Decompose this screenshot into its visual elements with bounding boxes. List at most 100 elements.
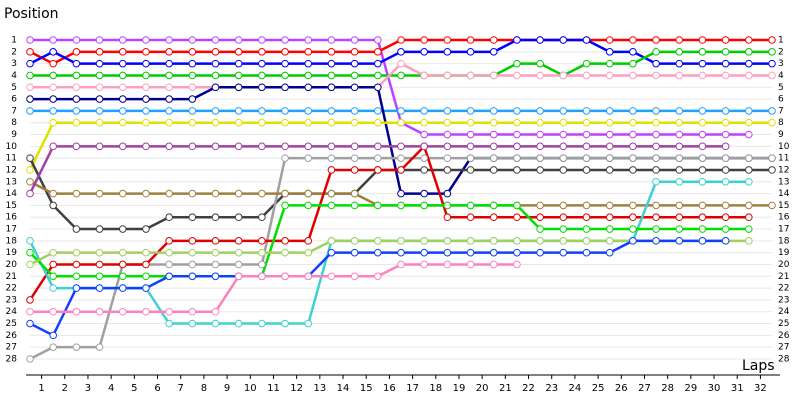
y-tick-label: 2 bbox=[11, 47, 17, 57]
lap-marker bbox=[745, 59, 753, 68]
lap-marker bbox=[466, 36, 475, 44]
y-tick-label-right: 24 bbox=[778, 307, 790, 317]
lap-marker bbox=[211, 307, 220, 316]
lap-marker bbox=[721, 142, 730, 151]
lap-marker bbox=[374, 107, 382, 115]
lap-marker bbox=[188, 213, 197, 222]
lap-marker bbox=[142, 189, 150, 198]
lap-marker bbox=[397, 71, 405, 80]
lap-marker bbox=[489, 248, 498, 257]
lap-marker bbox=[745, 154, 753, 162]
y-tick-label-right: 11 bbox=[778, 154, 789, 164]
lap-marker bbox=[374, 248, 382, 257]
lap-marker bbox=[165, 59, 173, 68]
lap-marker bbox=[698, 201, 707, 210]
lap-marker bbox=[165, 248, 173, 257]
lap-marker bbox=[397, 189, 405, 198]
lap-marker bbox=[26, 355, 34, 363]
lap-marker bbox=[327, 248, 336, 257]
y-tick-label: 28 bbox=[6, 355, 18, 365]
y-tick-label: 27 bbox=[6, 343, 17, 353]
lap-marker bbox=[211, 48, 220, 56]
lap-marker bbox=[304, 248, 313, 257]
lap-marker bbox=[350, 83, 359, 92]
lap-marker bbox=[49, 307, 57, 316]
lap-marker bbox=[745, 130, 753, 139]
lap-marker bbox=[675, 177, 684, 186]
lap-marker bbox=[49, 142, 57, 151]
lap-marker bbox=[165, 36, 173, 44]
x-tick-label: 8 bbox=[201, 383, 207, 394]
lap-marker bbox=[165, 319, 173, 328]
lap-marker bbox=[258, 142, 266, 151]
lap-marker bbox=[443, 48, 452, 56]
x-tick-label: 19 bbox=[453, 383, 466, 394]
lap-marker bbox=[49, 71, 57, 80]
lap-marker bbox=[536, 225, 544, 233]
lap-marker bbox=[142, 307, 150, 316]
lap-marker bbox=[721, 107, 730, 115]
lap-marker bbox=[165, 95, 173, 103]
lap-marker bbox=[350, 154, 359, 162]
lap-marker bbox=[582, 237, 591, 245]
lap-marker bbox=[350, 142, 359, 151]
lap-marker bbox=[489, 107, 498, 115]
lap-marker bbox=[466, 130, 475, 139]
lap-marker bbox=[26, 189, 34, 198]
lap-marker bbox=[675, 71, 684, 80]
lap-marker bbox=[118, 59, 127, 68]
lap-marker bbox=[165, 83, 173, 92]
lap-marker bbox=[582, 118, 591, 127]
y-tick-label-right: 16 bbox=[778, 213, 790, 223]
lap-marker bbox=[629, 142, 637, 151]
lap-marker bbox=[675, 237, 684, 245]
lap-marker bbox=[26, 260, 34, 269]
x-tick-label: 32 bbox=[754, 383, 767, 394]
x-tick-label: 22 bbox=[522, 383, 535, 394]
lap-marker bbox=[466, 48, 475, 56]
lap-marker bbox=[188, 237, 197, 245]
lap-marker bbox=[211, 272, 220, 281]
lap-marker bbox=[582, 142, 591, 151]
y-tick-label: 6 bbox=[11, 95, 17, 105]
lap-marker bbox=[420, 260, 428, 269]
x-tick-label: 14 bbox=[337, 383, 350, 394]
lap-marker bbox=[95, 83, 104, 92]
y-tick-label-right: 17 bbox=[778, 225, 789, 235]
lap-marker bbox=[466, 166, 475, 174]
x-tick-label: 29 bbox=[684, 383, 697, 394]
lap-marker bbox=[768, 166, 776, 174]
lap-marker bbox=[559, 154, 568, 162]
lap-marker bbox=[675, 166, 684, 174]
lap-marker bbox=[258, 59, 266, 68]
lap-marker bbox=[629, 48, 637, 56]
lap-marker bbox=[118, 83, 127, 92]
lap-marker bbox=[281, 142, 289, 151]
lap-marker bbox=[72, 284, 81, 292]
lap-marker bbox=[281, 48, 289, 56]
lap-marker bbox=[327, 237, 336, 245]
lap-marker bbox=[721, 48, 730, 56]
lap-marker bbox=[768, 36, 776, 44]
series-line bbox=[30, 38, 749, 136]
lap-marker bbox=[49, 331, 57, 340]
lap-marker bbox=[258, 248, 266, 257]
y-tick-label-right: 21 bbox=[778, 272, 789, 282]
lap-marker bbox=[513, 107, 521, 115]
lap-marker bbox=[142, 71, 150, 80]
lap-marker bbox=[118, 307, 127, 316]
lap-marker bbox=[72, 36, 81, 44]
lap-marker bbox=[49, 59, 57, 68]
lap-marker bbox=[281, 59, 289, 68]
lap-marker bbox=[443, 130, 452, 139]
y-tick-label-right: 12 bbox=[778, 165, 789, 175]
lap-marker bbox=[374, 71, 382, 80]
lap-marker bbox=[142, 48, 150, 56]
lap-marker bbox=[374, 142, 382, 151]
lap-marker bbox=[281, 189, 289, 198]
lap-marker bbox=[188, 107, 197, 115]
y-tick-label: 14 bbox=[6, 189, 18, 199]
lap-marker bbox=[211, 36, 220, 44]
lap-marker bbox=[374, 118, 382, 127]
lap-marker bbox=[26, 48, 34, 56]
